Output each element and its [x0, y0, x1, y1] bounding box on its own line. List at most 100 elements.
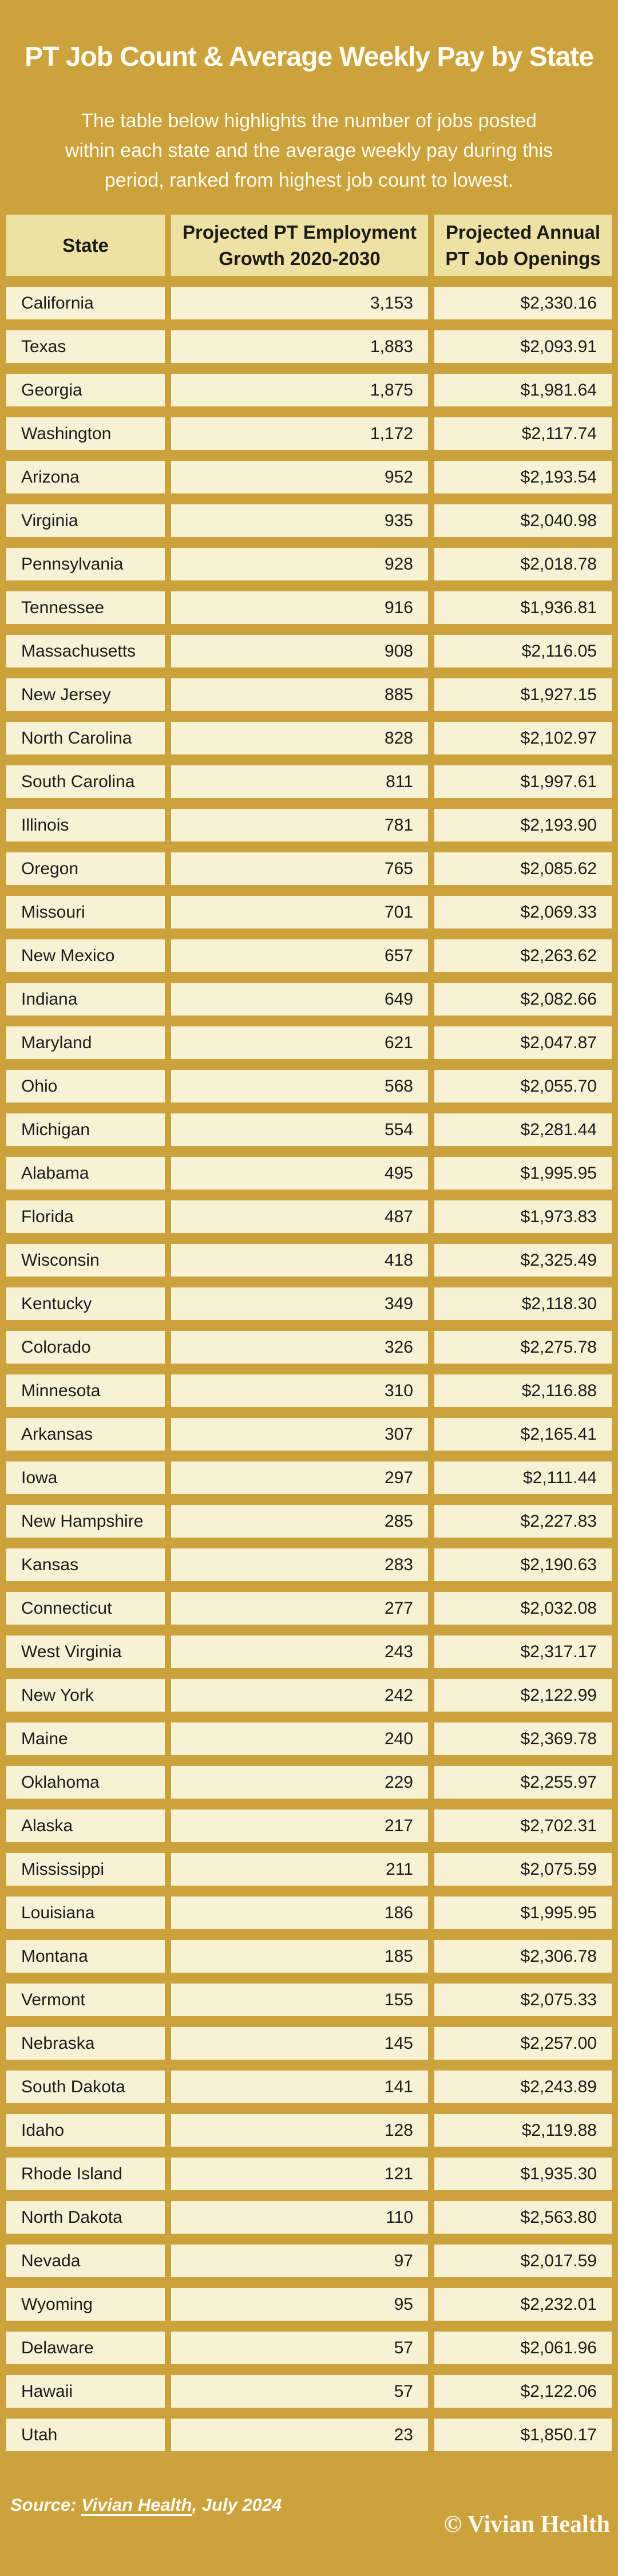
growth-cell: 568: [171, 1070, 428, 1103]
pay-cell: $1,935.30: [434, 2158, 612, 2191]
growth-cell: 57: [171, 2375, 428, 2408]
state-cell: Mississippi: [6, 1853, 165, 1886]
pay-cell: $2,085.62: [434, 852, 612, 886]
growth-cell: 242: [171, 1679, 428, 1712]
growth-cell: 121: [171, 2158, 428, 2191]
column-header-openings: Projected Annual PT Job Openings: [434, 215, 612, 276]
pay-cell: $2,040.98: [434, 504, 612, 538]
state-cell: Wyoming: [6, 2288, 165, 2321]
pay-cell: $2,122.99: [434, 1679, 612, 1712]
growth-cell: 307: [171, 1418, 428, 1451]
pay-cell: $2,069.33: [434, 896, 612, 929]
pay-cell: $1,936.81: [434, 591, 612, 625]
growth-cell: 310: [171, 1374, 428, 1408]
pay-cell: $2,369.78: [434, 1722, 612, 1756]
growth-cell: 240: [171, 1722, 428, 1756]
state-cell: Tennessee: [6, 591, 165, 625]
pay-cell: $2,325.49: [434, 1244, 612, 1277]
source-link[interactable]: Vivian Health: [81, 2495, 192, 2515]
state-cell: South Carolina: [6, 765, 165, 799]
growth-cell: 57: [171, 2332, 428, 2365]
pay-cell: $2,119.88: [434, 2114, 612, 2147]
copyright-notice: © Vivian Health: [443, 2511, 610, 2538]
pay-cell: $1,995.95: [434, 1157, 612, 1190]
source-prefix: Source:: [10, 2495, 82, 2515]
pay-cell: $2,263.62: [434, 939, 612, 973]
pay-cell: $2,702.31: [434, 1809, 612, 1843]
state-cell: New Jersey: [6, 678, 165, 712]
subtitle: The table below highlights the number of…: [0, 106, 618, 195]
state-cell: Nebraska: [6, 2027, 165, 2060]
pay-cell: $2,257.00: [434, 2027, 612, 2060]
pay-cell: $2,281.44: [434, 1113, 612, 1147]
growth-cell: 495: [171, 1157, 428, 1190]
state-cell: New Hampshire: [6, 1505, 165, 1538]
state-cell: North Carolina: [6, 722, 165, 755]
state-cell: Michigan: [6, 1113, 165, 1147]
growth-cell: 621: [171, 1026, 428, 1060]
pay-cell: $1,973.83: [434, 1200, 612, 1234]
pay-cell: $1,850.17: [434, 2419, 612, 2452]
state-cell: Florida: [6, 1200, 165, 1234]
subtitle-line-2: within each state and the average weekly…: [65, 140, 553, 162]
pay-cell: $1,981.64: [434, 374, 612, 407]
state-cell: Ohio: [6, 1070, 165, 1103]
pay-cell: $2,193.54: [434, 461, 612, 494]
pay-cell: $2,317.17: [434, 1635, 612, 1669]
pay-cell: $2,232.01: [434, 2288, 612, 2321]
state-cell: Alaska: [6, 1809, 165, 1843]
column-header-growth: Projected PT Employment Growth 2020-2030: [171, 215, 428, 276]
state-cell: Montana: [6, 1940, 165, 1973]
growth-cell: 701: [171, 896, 428, 929]
growth-cell: 935: [171, 504, 428, 538]
growth-cell: 243: [171, 1635, 428, 1669]
state-cell: Oregon: [6, 852, 165, 886]
growth-cell: 1,875: [171, 374, 428, 407]
growth-cell: 141: [171, 2071, 428, 2104]
pay-cell: $2,117.74: [434, 417, 612, 451]
state-cell: New York: [6, 1679, 165, 1712]
subtitle-line-3: period, ranked from highest job count to…: [104, 169, 514, 192]
pay-cell: $2,255.97: [434, 1766, 612, 1799]
state-cell: California: [6, 287, 165, 320]
growth-cell: 211: [171, 1853, 428, 1886]
pay-cell: $2,032.08: [434, 1592, 612, 1625]
pay-cell: $2,018.78: [434, 548, 612, 581]
growth-cell: 811: [171, 765, 428, 799]
page-title: PT Job Count & Average Weekly Pay by Sta…: [25, 42, 594, 72]
pay-cell: $2,075.59: [434, 1853, 612, 1886]
growth-cell: 145: [171, 2027, 428, 2060]
growth-cell: 781: [171, 809, 428, 842]
pay-cell: $1,995.95: [434, 1897, 612, 1930]
state-cell: Arizona: [6, 461, 165, 494]
growth-cell: 95: [171, 2288, 428, 2321]
pay-cell: $2,306.78: [434, 1940, 612, 1973]
state-cell: Hawaii: [6, 2375, 165, 2408]
growth-cell: 185: [171, 1940, 428, 1973]
pay-cell: $2,093.91: [434, 330, 612, 364]
state-cell: Pennsylvania: [6, 548, 165, 581]
growth-cell: 285: [171, 1505, 428, 1538]
growth-cell: 3,153: [171, 287, 428, 320]
growth-cell: 1,172: [171, 417, 428, 451]
pay-cell: $2,055.70: [434, 1070, 612, 1103]
pay-cell: $2,116.88: [434, 1374, 612, 1408]
state-cell: Utah: [6, 2419, 165, 2452]
growth-cell: 186: [171, 1897, 428, 1930]
state-cell: Delaware: [6, 2332, 165, 2365]
state-cell: Arkansas: [6, 1418, 165, 1451]
pay-cell: $2,118.30: [434, 1287, 612, 1321]
state-cell: Indiana: [6, 983, 165, 1016]
pay-cell: $2,102.97: [434, 722, 612, 755]
pay-cell: $2,165.41: [434, 1418, 612, 1451]
state-cell: Missouri: [6, 896, 165, 929]
state-cell: Massachusetts: [6, 635, 165, 668]
pay-cell: $2,111.44: [434, 1461, 612, 1495]
pay-cell: $2,017.59: [434, 2245, 612, 2278]
state-cell: Kansas: [6, 1548, 165, 1582]
pay-cell: $2,243.89: [434, 2071, 612, 2104]
state-cell: Minnesota: [6, 1374, 165, 1408]
state-cell: Colorado: [6, 1331, 165, 1364]
growth-cell: 283: [171, 1548, 428, 1582]
growth-cell: 554: [171, 1113, 428, 1147]
